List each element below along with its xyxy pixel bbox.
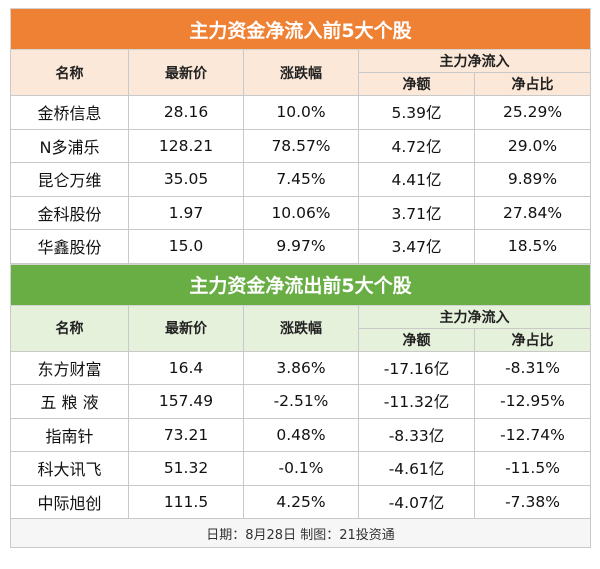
stock-name: 五 粮 液 (10, 384, 129, 419)
table-row: 金科股份 1.97 10.06% 3.71亿 27.84% (10, 195, 592, 230)
stock-net: 3.47亿 (358, 229, 475, 264)
stock-ratio: -12.95% (473, 384, 592, 419)
stock-price: 1.97 (128, 195, 244, 230)
stock-net: -4.61亿 (358, 451, 475, 486)
table-row: 中际旭创 111.5 4.25% -4.07亿 -7.38% (10, 484, 592, 519)
header-flow: 主力净流入 (357, 49, 592, 73)
table-row: 指南针 73.21 0.48% -8.33亿 -12.74% (10, 417, 592, 452)
header-net: 净额 (358, 327, 475, 352)
header-change: 涨跌幅 (243, 304, 359, 352)
table-row: 五 粮 液 157.49 -2.51% -11.32亿 -12.95% (10, 384, 592, 419)
footer-note: 日期：8月28日 制图：21投资通 (9, 518, 592, 548)
stock-net: -17.16亿 (358, 350, 475, 385)
outflow-title: 主力资金净流出前5大个股 (9, 263, 592, 306)
table-row: 科大讯飞 51.32 -0.1% -4.61亿 -11.5% (10, 451, 592, 486)
stock-ratio: 9.89% (473, 162, 592, 197)
stock-ratio: 27.84% (473, 195, 592, 230)
stock-net: 5.39亿 (358, 95, 475, 130)
table-row: 东方财富 16.4 3.86% -17.16亿 -8.31% (10, 350, 592, 385)
stock-ratio: -7.38% (473, 484, 592, 519)
stock-ratio: 29.0% (473, 128, 592, 163)
stock-name: 指南针 (10, 417, 129, 452)
stock-net: 4.41亿 (358, 162, 475, 197)
stock-name: N多浦乐 (10, 128, 129, 163)
stock-ratio: 18.5% (473, 229, 592, 264)
stock-change: 4.25% (243, 484, 359, 519)
header-flow: 主力净流入 (357, 304, 592, 329)
fund-flow-report: 主力资金净流入前5大个股 名称 最新价 涨跌幅 主力净流入 净额 净占比 金桥信… (9, 8, 592, 548)
stock-change: 10.0% (243, 95, 359, 130)
stock-price: 128.21 (128, 128, 244, 163)
stock-ratio: 25.29% (473, 95, 592, 130)
stock-net: 4.72亿 (358, 128, 475, 163)
stock-change: 10.06% (243, 195, 359, 230)
stock-name: 金桥信息 (10, 95, 129, 130)
stock-net: -8.33亿 (358, 417, 475, 452)
stock-net: -11.32亿 (358, 384, 475, 419)
stock-change: 9.97% (243, 229, 359, 264)
stock-price: 51.32 (128, 451, 244, 486)
header-name: 名称 (10, 304, 129, 352)
header-change: 涨跌幅 (243, 49, 359, 96)
stock-price: 35.05 (128, 162, 244, 197)
outflow-table: 主力资金净流出前5大个股 名称 最新价 涨跌幅 主力净流入 净额 净占比 东方财… (9, 263, 592, 548)
table-row: 昆仑万维 35.05 7.45% 4.41亿 9.89% (10, 162, 592, 197)
stock-price: 157.49 (128, 384, 244, 419)
stock-name: 科大讯飞 (10, 451, 129, 486)
stock-name: 昆仑万维 (10, 162, 129, 197)
stock-price: 28.16 (128, 95, 244, 130)
header-ratio: 净占比 (473, 72, 592, 96)
table-row: 华鑫股份 15.0 9.97% 3.47亿 18.5% (10, 229, 592, 264)
stock-ratio: -12.74% (473, 417, 592, 452)
stock-change: 7.45% (243, 162, 359, 197)
stock-change: -0.1% (243, 451, 359, 486)
table-row: 金桥信息 28.16 10.0% 5.39亿 25.29% (10, 95, 592, 130)
header-ratio: 净占比 (473, 327, 592, 352)
header-net: 净额 (358, 72, 475, 96)
stock-change: 0.48% (243, 417, 359, 452)
inflow-title: 主力资金净流入前5大个股 (9, 8, 592, 50)
stock-ratio: -8.31% (473, 350, 592, 385)
stock-price: 73.21 (128, 417, 244, 452)
table-row: N多浦乐 128.21 78.57% 4.72亿 29.0% (10, 128, 592, 163)
stock-change: 78.57% (243, 128, 359, 163)
stock-ratio: -11.5% (473, 451, 592, 486)
stock-net: -4.07亿 (358, 484, 475, 519)
stock-name: 金科股份 (10, 195, 129, 230)
header-price: 最新价 (128, 304, 244, 352)
stock-price: 111.5 (128, 484, 244, 519)
stock-name: 东方财富 (10, 350, 129, 385)
inflow-table: 主力资金净流入前5大个股 名称 最新价 涨跌幅 主力净流入 净额 净占比 金桥信… (9, 8, 592, 264)
header-price: 最新价 (128, 49, 244, 96)
stock-price: 16.4 (128, 350, 244, 385)
stock-change: -2.51% (243, 384, 359, 419)
stock-net: 3.71亿 (358, 195, 475, 230)
stock-name: 华鑫股份 (10, 229, 129, 264)
stock-change: 3.86% (243, 350, 359, 385)
stock-price: 15.0 (128, 229, 244, 264)
header-name: 名称 (10, 49, 129, 96)
stock-name: 中际旭创 (10, 484, 129, 519)
